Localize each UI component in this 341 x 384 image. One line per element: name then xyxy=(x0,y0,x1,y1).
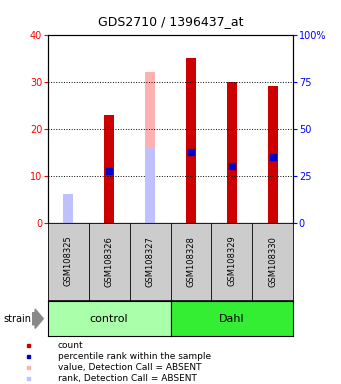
Bar xyxy=(145,147,155,223)
FancyArrow shape xyxy=(32,309,43,328)
Text: strain: strain xyxy=(3,314,31,324)
Bar xyxy=(27,355,30,358)
Text: GDS2710 / 1396437_at: GDS2710 / 1396437_at xyxy=(98,15,243,28)
Text: percentile rank within the sample: percentile rank within the sample xyxy=(58,352,211,361)
Text: GSM108325: GSM108325 xyxy=(64,236,73,286)
Text: control: control xyxy=(90,314,129,324)
Text: GSM108326: GSM108326 xyxy=(105,236,114,286)
Bar xyxy=(63,199,73,223)
Text: value, Detection Call = ABSENT: value, Detection Call = ABSENT xyxy=(58,363,202,372)
Text: GSM108330: GSM108330 xyxy=(268,236,277,286)
Bar xyxy=(186,58,196,223)
Text: Dahl: Dahl xyxy=(219,314,245,324)
Text: GSM108329: GSM108329 xyxy=(227,236,236,286)
Bar xyxy=(145,72,155,223)
Text: GSM108328: GSM108328 xyxy=(187,236,195,286)
Bar xyxy=(27,377,30,380)
Bar xyxy=(104,114,114,223)
Text: GSM108327: GSM108327 xyxy=(146,236,154,286)
Text: count: count xyxy=(58,341,84,350)
Bar xyxy=(27,344,30,347)
Text: rank, Detection Call = ABSENT: rank, Detection Call = ABSENT xyxy=(58,374,197,383)
Bar xyxy=(227,82,237,223)
Bar xyxy=(268,86,278,223)
Bar xyxy=(63,195,73,223)
Bar xyxy=(27,366,30,369)
